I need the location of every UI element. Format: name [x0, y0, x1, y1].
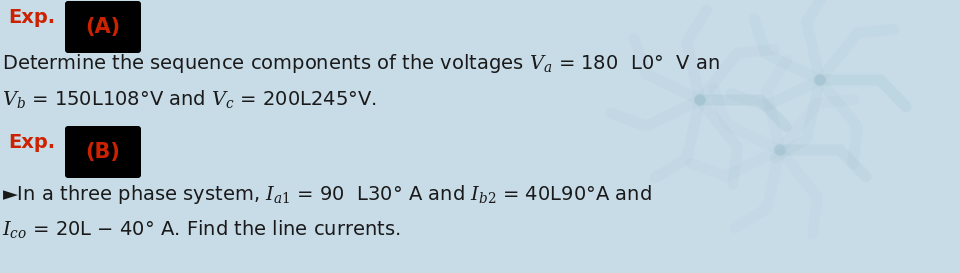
- FancyBboxPatch shape: [65, 1, 141, 53]
- Text: $I_{co}$ = 20L − 40° A. Find the line currents.: $I_{co}$ = 20L − 40° A. Find the line cu…: [2, 218, 400, 240]
- Text: (A): (A): [85, 17, 121, 37]
- Text: (B): (B): [85, 142, 120, 162]
- Text: Determine the sequence components of the voltages $V_a$ = 180  L0°  V an: Determine the sequence components of the…: [2, 52, 720, 75]
- Text: ►In a three phase system, $I_{a1}$ = 90  L30° A and $I_{b2}$ = 40L90°A and: ►In a three phase system, $I_{a1}$ = 90 …: [2, 183, 652, 206]
- Text: Exp.: Exp.: [8, 133, 55, 152]
- Text: $V_b$ = 150L108°V and $V_c$ = 200L245°V.: $V_b$ = 150L108°V and $V_c$ = 200L245°V.: [2, 88, 377, 110]
- Text: Exp.: Exp.: [8, 8, 55, 27]
- FancyBboxPatch shape: [65, 126, 141, 178]
